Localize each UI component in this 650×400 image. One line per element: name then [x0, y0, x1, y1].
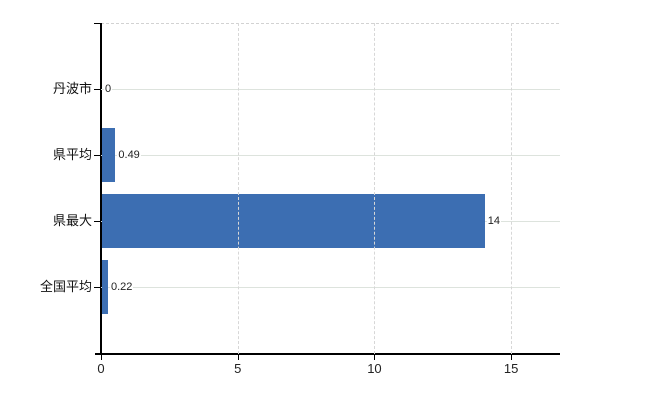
x-axis-tick: [511, 355, 513, 360]
y-axis-tick: [94, 89, 100, 90]
x-tick-label: 0: [97, 361, 105, 376]
horizontal-gridline: [101, 89, 560, 90]
vertical-gridline: [511, 23, 513, 354]
bar-3: [102, 260, 108, 314]
value-label: 0: [104, 82, 113, 96]
category-label: 県平均: [52, 147, 92, 162]
x-axis-tick: [101, 355, 102, 360]
bar-1: [102, 128, 116, 182]
y-axis-tick: [94, 221, 100, 222]
y-axis-tick: [94, 287, 100, 288]
y-axis-tick: [94, 155, 100, 156]
bar-2: [102, 194, 485, 248]
x-tick-label: 15: [503, 361, 519, 376]
vertical-gridline: [374, 23, 376, 354]
horizontal-gridline: [101, 287, 560, 288]
plot-top-border: [101, 23, 559, 24]
x-axis-tick: [237, 355, 239, 360]
vertical-gridline: [237, 23, 239, 354]
category-label: 県最大: [52, 213, 92, 228]
y-axis-end-tick: [94, 23, 100, 24]
x-axis-tick: [374, 355, 376, 360]
category-label: 全国平均: [39, 279, 92, 294]
plot-area: 0 0.49 14 0.22: [94, 23, 560, 360]
value-label: 0.49: [117, 148, 141, 162]
value-label: 0.22: [110, 280, 134, 294]
horizontal-gridline: [101, 155, 560, 156]
y-axis-line: [100, 23, 102, 354]
x-tick-label: 5: [234, 361, 242, 376]
x-tick-label: 10: [367, 361, 382, 376]
category-label: 丹波市: [52, 81, 92, 96]
value-label: 14: [486, 214, 502, 228]
x-axis-line: [95, 353, 560, 355]
